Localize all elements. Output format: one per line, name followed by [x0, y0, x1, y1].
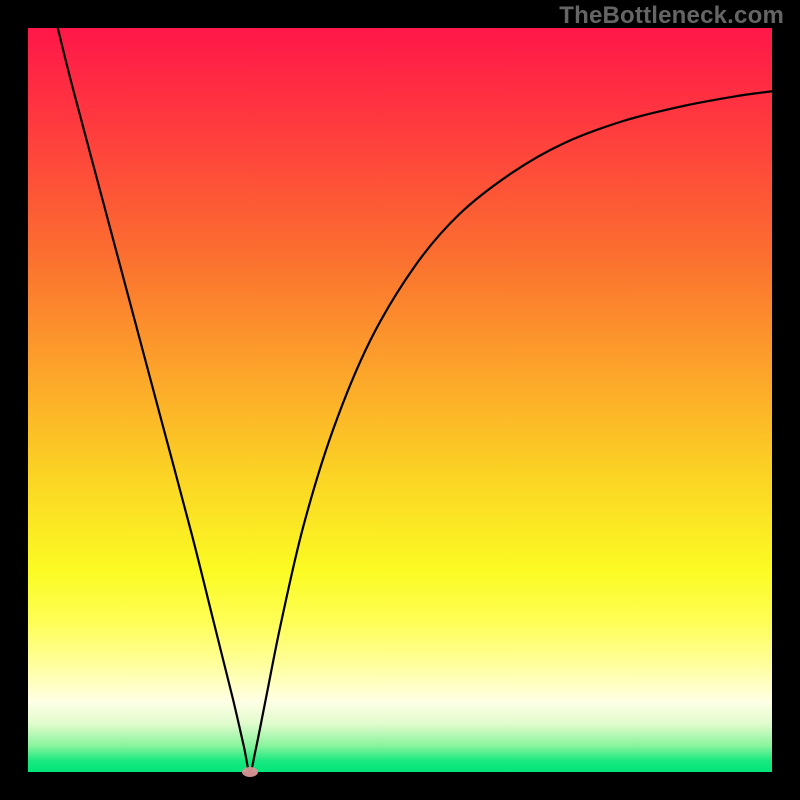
chart-svg [28, 28, 772, 772]
chart-frame: TheBottleneck.com [0, 0, 800, 800]
minimum-marker [242, 767, 258, 777]
plot-area [28, 28, 772, 772]
chart-background [28, 28, 772, 772]
source-watermark: TheBottleneck.com [559, 2, 784, 30]
